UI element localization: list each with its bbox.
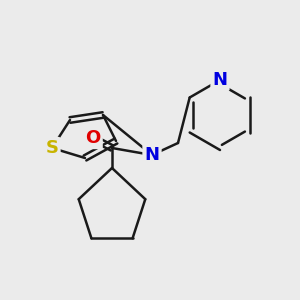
Text: O: O xyxy=(85,129,100,147)
Text: N: N xyxy=(212,71,227,89)
Text: N: N xyxy=(145,146,160,164)
Text: S: S xyxy=(46,139,59,157)
